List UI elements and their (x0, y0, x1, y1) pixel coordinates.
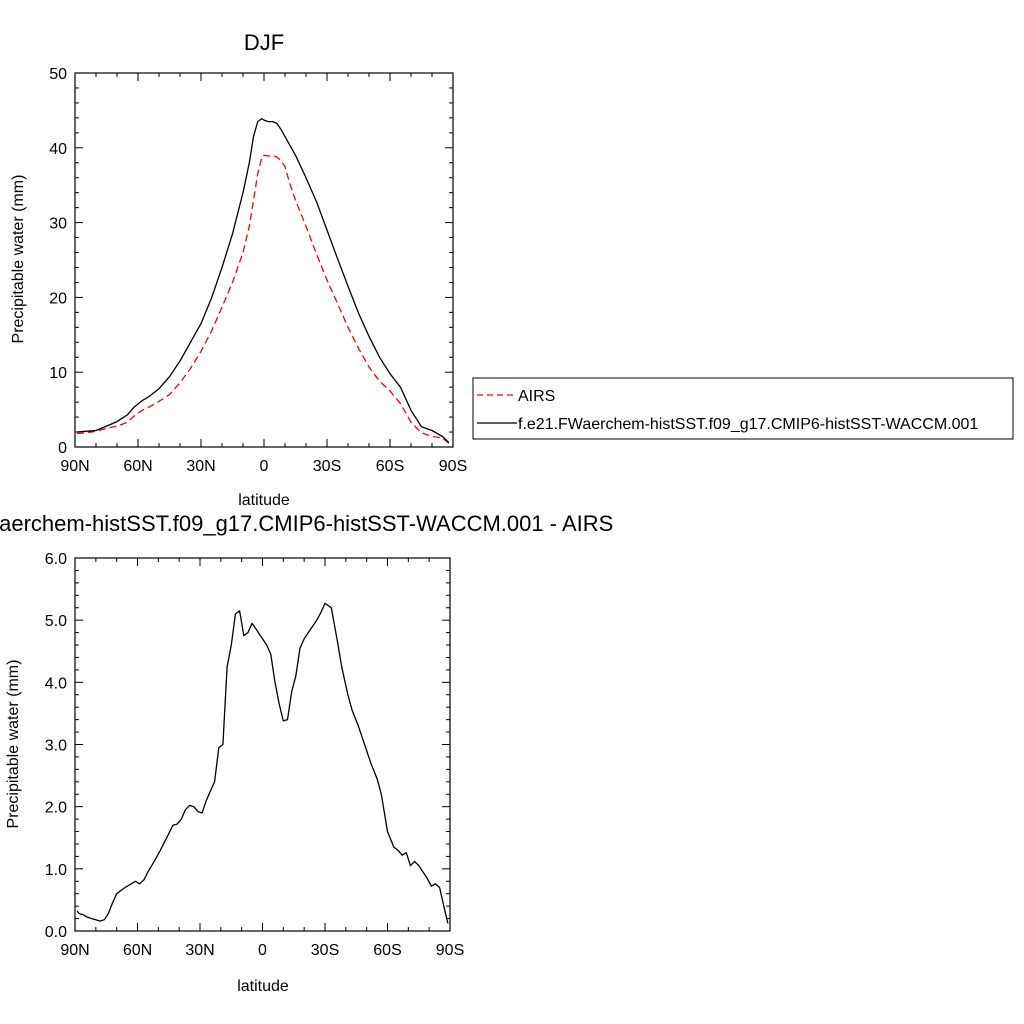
bottom-y-axis-label: Precipitable water (mm) (5, 660, 22, 829)
bottom-y-tick-label: 5.0 (45, 613, 67, 630)
top-panel: DJF Precipitable water (mm) latitude 90N… (10, 30, 467, 509)
legend-label-airs: AIRS (518, 388, 555, 405)
bottom-y-tick-label: 2.0 (45, 800, 67, 817)
bottom-x-tick-label: 60N (123, 942, 152, 959)
bottom-x-tick-label: 0 (258, 942, 267, 959)
top-axis-ticks (74, 72, 454, 448)
bottom-panel: f.e21.FWaerchem-histSST.f09_g17.CMIP6-hi… (0, 511, 613, 995)
bottom-axis-ticks (74, 557, 451, 932)
top-y-tick-label: 10 (49, 365, 67, 382)
bottom-y-tick-label: 4.0 (45, 675, 67, 692)
legend: AIRS f.e21.FWaerchem-histSST.f09_g17.CMI… (472, 377, 1014, 440)
bottom-x-tick-label: 30N (185, 942, 214, 959)
bottom-x-axis-label: latitude (237, 978, 289, 995)
top-series-lines (77, 117, 450, 444)
bottom-y-tick-label: 6.0 (45, 551, 67, 568)
bottom-x-tick-label: 60S (373, 942, 401, 959)
top-x-tick-label: 30N (186, 458, 215, 475)
top-series-line-0 (77, 154, 450, 444)
bottom-y-tick-label: 0.0 (45, 924, 67, 941)
top-x-axis-label: latitude (238, 492, 290, 509)
bottom-x-tick-label: 30S (311, 942, 339, 959)
top-plot-frame (74, 72, 454, 448)
bottom-series-lines (76, 602, 449, 924)
bottom-y-tick-label: 3.0 (45, 738, 67, 755)
bottom-plot-frame (74, 557, 451, 932)
bottom-series-line-0 (76, 602, 449, 924)
top-x-tick-label: 90N (60, 458, 89, 475)
bottom-y-tick-label: 1.0 (45, 862, 67, 879)
bottom-tick-labels: 90N 60N 30N 0 30S 60S 90S 0.0 1.0 2.0 3.0 4.0 5.0 6.0 (45, 551, 464, 959)
top-x-tick-label: 60S (376, 458, 404, 475)
top-x-tick-label: 60N (123, 458, 152, 475)
top-y-tick-label: 30 (49, 216, 67, 233)
top-chart-title: DJF (244, 30, 284, 55)
bottom-chart-title: f.e21.FWaerchem-histSST.f09_g17.CMIP6-hi… (0, 511, 613, 536)
top-y-tick-label: 40 (49, 141, 67, 158)
legend-label-model: f.e21.FWaerchem-histSST.f09_g17.CMIP6-hi… (518, 416, 978, 433)
legend-box (472, 377, 1014, 440)
bottom-x-tick-label: 90S (436, 942, 464, 959)
top-x-tick-label: 0 (260, 458, 269, 475)
bottom-x-tick-label: 90N (60, 942, 89, 959)
top-y-axis-label: Precipitable water (mm) (10, 175, 27, 344)
top-y-tick-label: 0 (58, 440, 67, 457)
top-series-line-1 (77, 117, 450, 443)
top-x-tick-label: 90S (439, 458, 467, 475)
top-x-tick-label: 30S (313, 458, 341, 475)
top-y-tick-label: 20 (49, 290, 67, 307)
top-tick-labels: 90N 60N 30N 0 30S 60S 90S 0 10 20 30 40 50 (49, 66, 467, 475)
top-y-tick-label: 50 (49, 66, 67, 83)
